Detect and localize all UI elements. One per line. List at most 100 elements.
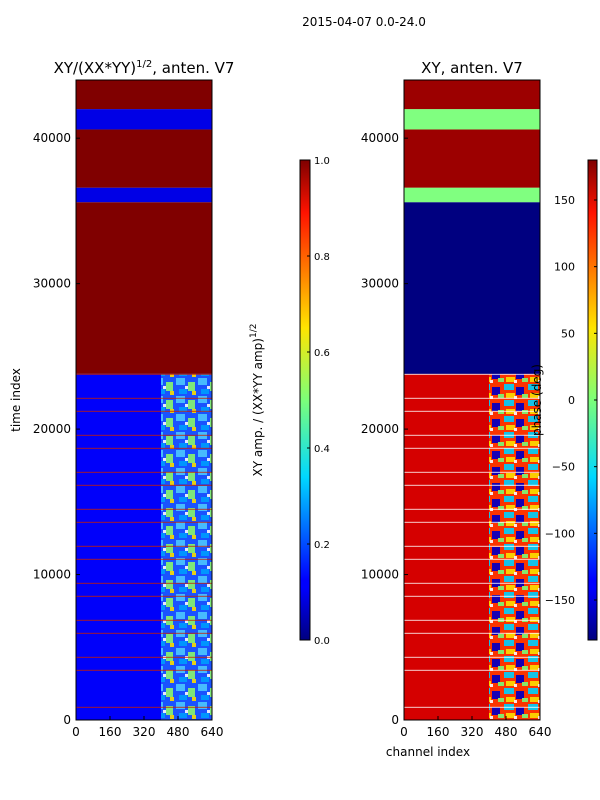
right-colorbar-tick-label: −100 [545, 527, 575, 540]
left-colorbar: 0.0 0.2 0.4 0.6 0.8 1.0 XY amp. / (XX*YY amp)… [249, 156, 330, 647]
left-y-tick-label: 0 [63, 713, 71, 727]
figure-suptitle: 2015-04-07 0.0-24.0 [302, 15, 426, 29]
right-y-axis: 0 10000 20000 30000 40000 [361, 131, 408, 727]
left-colorbar-tick-label: 0.4 [314, 444, 330, 455]
right-flag-line [404, 373, 540, 375]
left-y-axis: 0 10000 20000 30000 40000 [33, 131, 80, 727]
right-y-tick-label: 40000 [361, 131, 399, 145]
left-noisy-band-0 [161, 373, 212, 720]
left-heatmap [76, 80, 212, 720]
right-colorbar-tick-label: −50 [552, 461, 575, 474]
left-flag-line [76, 595, 212, 597]
left-colorbar-gradient [299, 159, 311, 641]
left-flag-line [76, 706, 212, 708]
left-colorbar-tick-label: 0.6 [314, 348, 330, 359]
right-colorbar-tick-label: 50 [561, 327, 575, 340]
right-xlabel: channel index [386, 745, 470, 759]
right-noisy-band-0 [489, 373, 540, 720]
left-ylabel: time index [9, 368, 23, 432]
right-flag-line [404, 582, 540, 584]
right-flag-line [404, 669, 540, 671]
left-flag-line [76, 484, 212, 486]
left-flag-line [76, 619, 212, 621]
right-x-axis: 0 160 320 480 640 [400, 716, 551, 739]
left-x-tick-label: 640 [201, 725, 224, 739]
right-flag-line [404, 484, 540, 486]
right-x-tick-label: 160 [427, 725, 450, 739]
left-flag-line [76, 447, 212, 449]
left-time-block-1 [76, 202, 212, 374]
right-heatmap [404, 80, 540, 720]
right-flag-line [404, 410, 540, 412]
right-x-tick-label: 640 [529, 725, 552, 739]
left-time-block-2 [76, 187, 212, 203]
left-time-block-4 [76, 109, 212, 130]
right-flag-line [404, 397, 540, 399]
right-colorbar-tick-label: 0 [568, 394, 575, 407]
left-x-tick-label: 160 [99, 725, 122, 739]
left-flag-line [76, 656, 212, 658]
left-colorbar-tick-label: 0.2 [314, 540, 330, 551]
left-flag-line [76, 545, 212, 547]
right-colorbar-label: phase (deg) [530, 364, 544, 436]
right-flag-line [404, 595, 540, 597]
right-time-block-4 [404, 109, 540, 130]
left-x-tick-label: 320 [133, 725, 156, 739]
left-colorbar-tick-label: 0.0 [314, 636, 330, 647]
right-x-tick-label: 480 [495, 725, 518, 739]
right-y-tick-label: 10000 [361, 568, 399, 582]
right-time-block-3 [404, 129, 540, 188]
left-flag-line [76, 397, 212, 399]
right-colorbar: 150 100 50 0 −50 −100 −150 phase (deg) [530, 159, 598, 641]
left-time-block-5 [76, 80, 212, 110]
left-colorbar-ticks: 0.0 0.2 0.4 0.6 0.8 1.0 [307, 156, 330, 647]
left-y-tick-label: 30000 [33, 277, 71, 291]
right-x-tick-label: 320 [461, 725, 484, 739]
right-flag-line [404, 434, 540, 436]
right-colorbar-tick-label: −150 [545, 594, 575, 607]
left-flag-line [76, 410, 212, 412]
left-flag-line [76, 434, 212, 436]
right-time-block-1 [404, 202, 540, 374]
right-title: XY, anten. V7 [421, 59, 523, 77]
left-colorbar-tick-label: 1.0 [314, 156, 330, 167]
left-y-tick-label: 20000 [33, 422, 71, 436]
left-x-tick-label: 0 [72, 725, 80, 739]
right-flag-line [404, 471, 540, 473]
left-flag-line [76, 508, 212, 510]
right-y-tick-label: 0 [391, 713, 399, 727]
right-y-tick-label: 20000 [361, 422, 399, 436]
left-y-tick-label: 10000 [33, 568, 71, 582]
right-flag-line [404, 508, 540, 510]
left-flag-line [76, 471, 212, 473]
left-time-block-3 [76, 129, 212, 188]
right-colorbar-tick-label: 100 [554, 261, 575, 274]
left-x-tick-label: 480 [167, 725, 190, 739]
left-flag-line [76, 558, 212, 560]
right-flag-line [404, 545, 540, 547]
left-colorbar-label: XY amp. / (XX*YY amp)1/2 [249, 324, 265, 477]
left-flag-line [76, 632, 212, 634]
right-time-block-2 [404, 187, 540, 203]
left-flag-line [76, 582, 212, 584]
left-y-tick-label: 40000 [33, 131, 71, 145]
right-colorbar-tick-label: 150 [554, 194, 575, 207]
left-x-axis: 0 160 320 480 640 [72, 716, 223, 739]
right-time-block-5 [404, 80, 540, 110]
left-colorbar-tick-label: 0.8 [314, 252, 330, 263]
right-flag-line [404, 447, 540, 449]
left-flag-line [76, 669, 212, 671]
left-flag-line [76, 521, 212, 523]
panel-left: XY/(XX*YY)1/2, anten. V7 0 160 320 480 640 0… [9, 59, 234, 739]
panel-right: XY, anten. V7 0 160 320 480 640 0 10000 20000 3… [361, 59, 552, 759]
right-flag-line [404, 619, 540, 621]
right-flag-line [404, 632, 540, 634]
right-y-tick-label: 30000 [361, 277, 399, 291]
right-flag-line [404, 521, 540, 523]
left-title: XY/(XX*YY)1/2, anten. V7 [54, 59, 235, 77]
right-x-tick-label: 0 [400, 725, 408, 739]
right-flag-line [404, 706, 540, 708]
right-flag-line [404, 558, 540, 560]
right-colorbar-ticks: 150 100 50 0 −50 −100 −150 [545, 194, 597, 607]
